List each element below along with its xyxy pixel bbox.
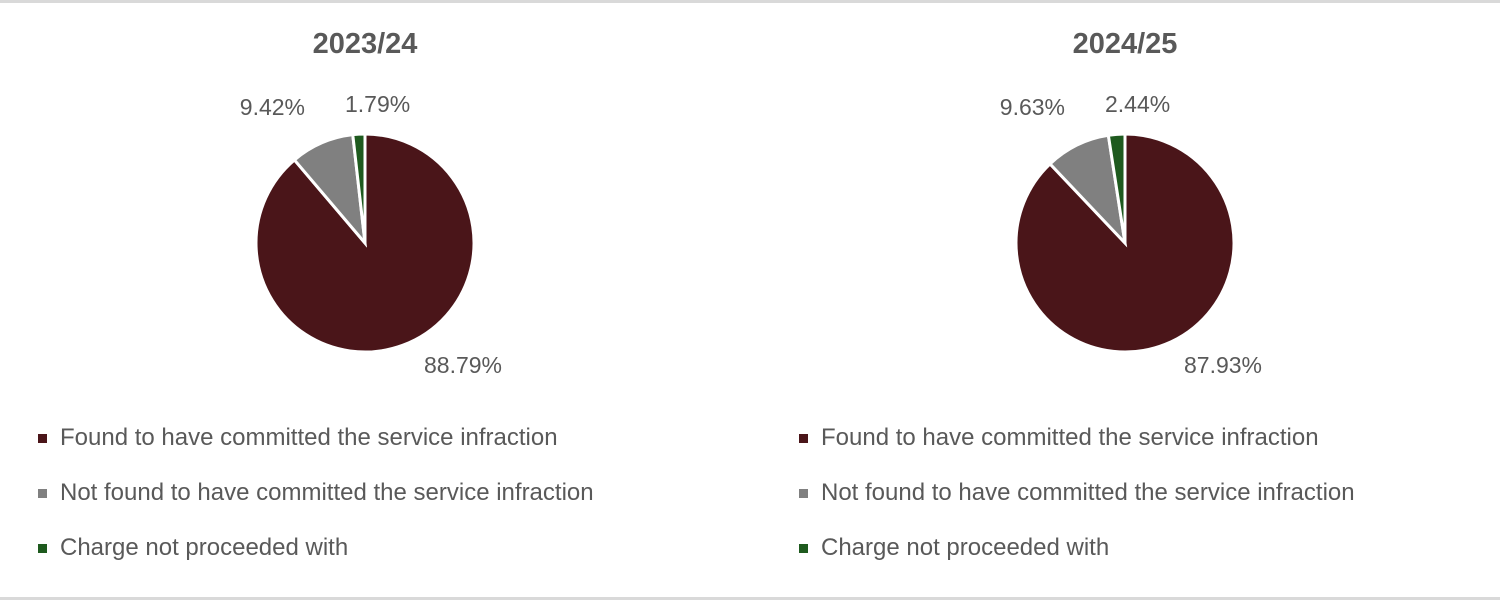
legend-item-not-proceeded: Charge not proceeded with	[799, 530, 1355, 585]
chart-title: 2023/24	[312, 28, 418, 60]
pie-chart-2023-24: 88.79% 9.42% 1.79%	[240, 91, 502, 378]
chart-panel-2023-24: 2023/24 88.79% 9.42% 1.79% Found to have c…	[38, 28, 594, 585]
legend-label: Not found to have committed the service …	[60, 479, 594, 506]
legend-swatch-not-proceeded	[799, 544, 808, 553]
data-label: 88.79%	[424, 352, 502, 378]
legend: Found to have committed the service infr…	[799, 420, 1355, 585]
legend-label: Found to have committed the service infr…	[60, 424, 558, 451]
legend: Found to have committed the service infr…	[38, 420, 594, 585]
legend-swatch-not-proceeded	[38, 544, 47, 553]
legend-swatch-not-found	[38, 489, 47, 498]
chart-panel-2024-25: 2024/25 87.93% 9.63% 2.44% Found to have c…	[760, 0, 1500, 600]
legend-item-not-found: Not found to have committed the service …	[38, 475, 594, 530]
legend-item-found: Found to have committed the service infr…	[38, 420, 594, 475]
legend-label: Not found to have committed the service …	[821, 479, 1355, 506]
legend-swatch-found	[799, 434, 808, 443]
data-label: 87.93%	[1184, 352, 1262, 378]
pie-slice-not-proceeded	[1106, 132, 1127, 244]
chart-title: 2024/25	[1072, 28, 1178, 60]
pie-slice-found	[254, 132, 476, 354]
legend-label: Charge not proceeded with	[60, 534, 349, 561]
pie-chart-2024-25: 87.93% 9.63% 2.44%	[1000, 91, 1262, 378]
legend-item-found: Found to have committed the service infr…	[799, 420, 1355, 475]
data-label: 1.79%	[345, 91, 410, 117]
pie-slice-not-proceeded	[351, 132, 367, 244]
legend-item-not-proceeded: Charge not proceeded with	[38, 530, 594, 585]
legend-item-not-found: Not found to have committed the service …	[799, 475, 1355, 530]
legend-swatch-not-found	[799, 489, 808, 498]
data-label: 9.63%	[1000, 94, 1065, 120]
legend-swatch-found	[38, 434, 47, 443]
data-label: 2.44%	[1105, 91, 1170, 117]
legend-label: Charge not proceeded with	[821, 534, 1110, 561]
data-label: 9.42%	[240, 94, 305, 120]
legend-label: Found to have committed the service infr…	[821, 424, 1319, 451]
